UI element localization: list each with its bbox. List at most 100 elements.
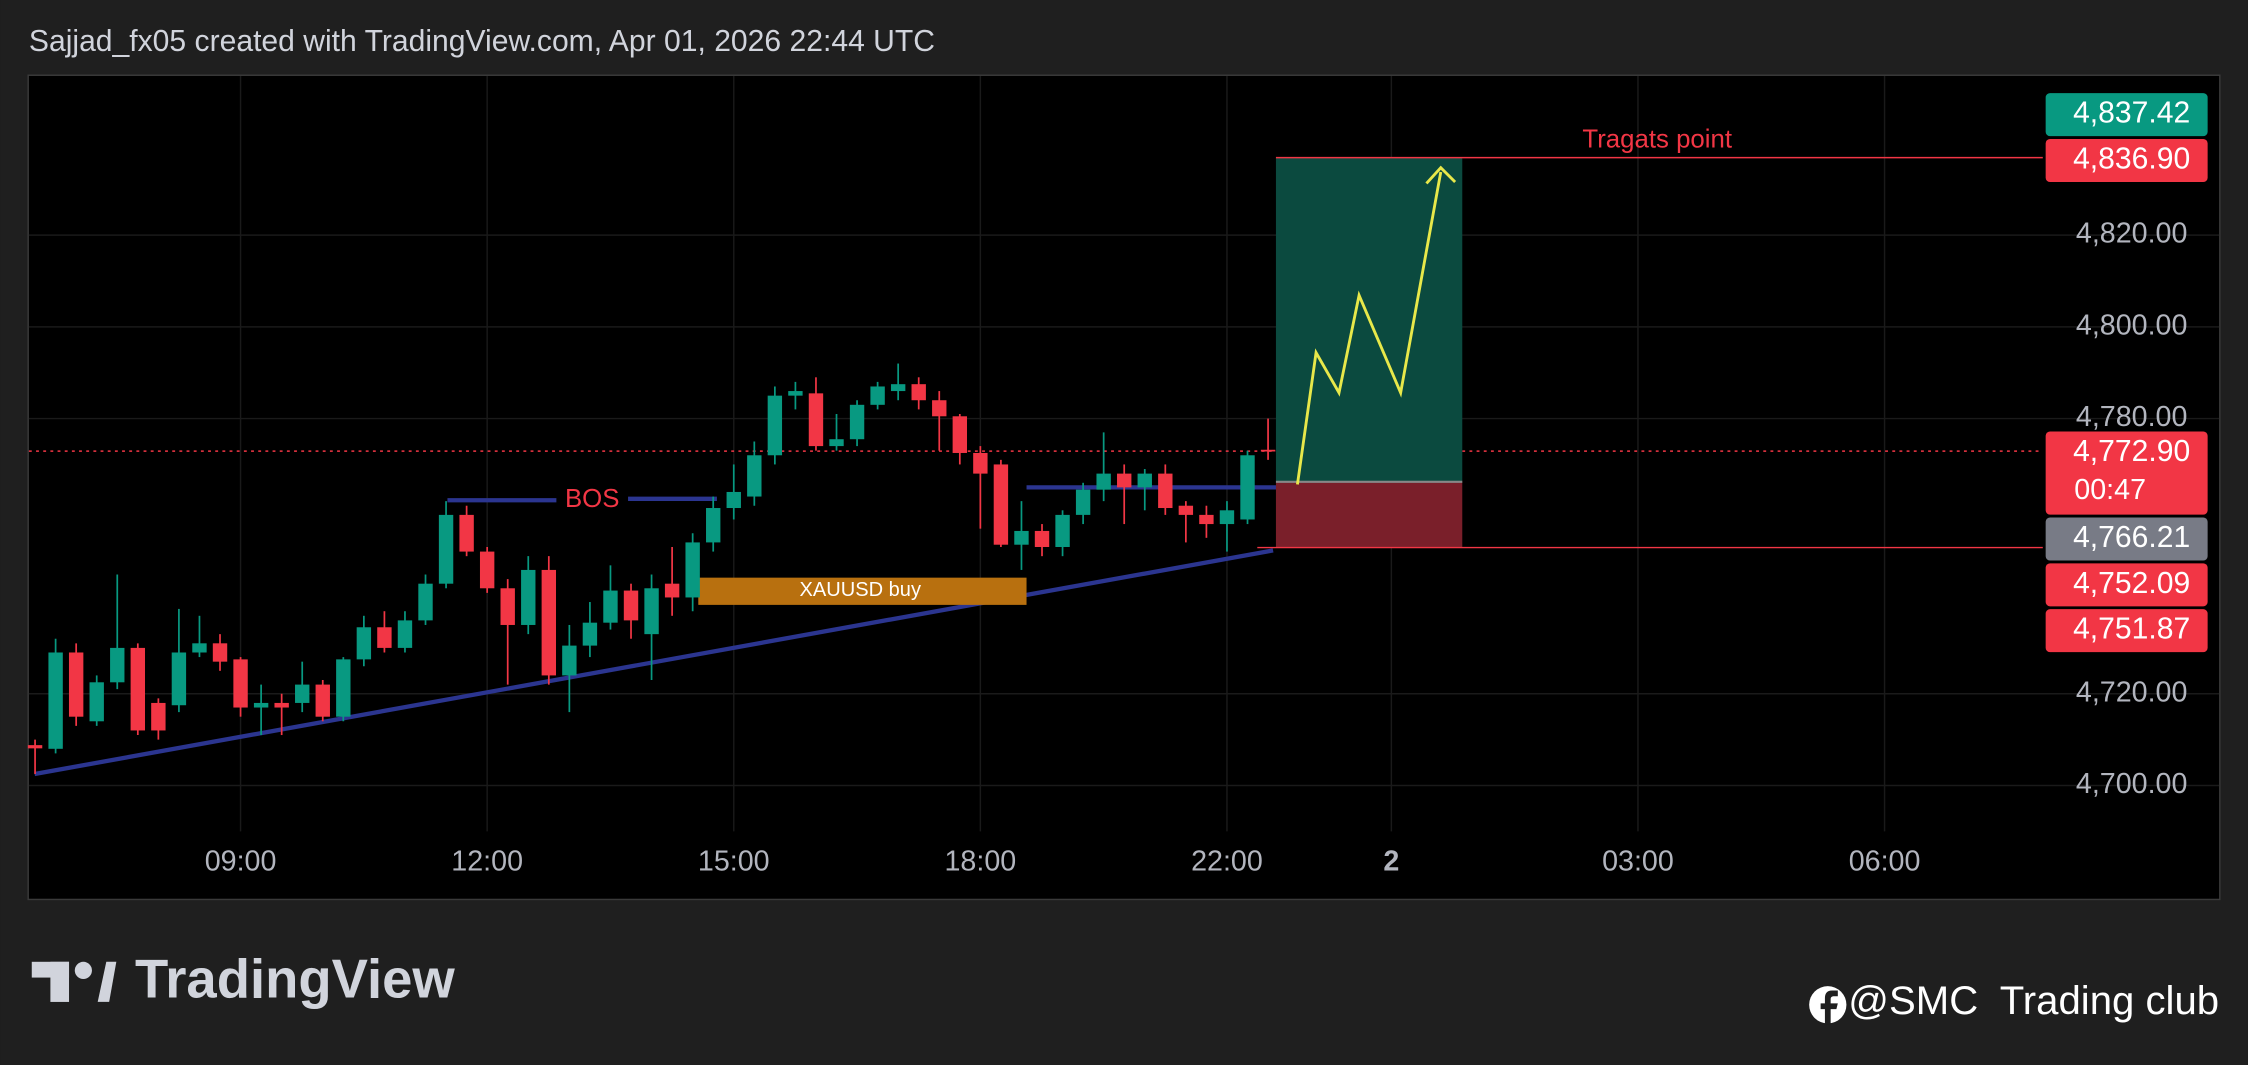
projection — [1296, 165, 1457, 485]
price-label: 4,766.21 — [2073, 521, 2190, 554]
candles — [27, 363, 1276, 775]
price-label-box — [2045, 517, 2208, 561]
projection-path — [1296, 171, 1443, 485]
candle-body — [1219, 510, 1235, 525]
buy-zone — [698, 577, 1027, 605]
candle-body — [356, 627, 372, 660]
candle-body — [685, 542, 700, 598]
candle-body — [253, 702, 269, 708]
logo-part — [50, 961, 70, 1002]
candle-body — [1260, 449, 1276, 452]
x-tick-label: 03:00 — [1602, 845, 1674, 877]
candle-body — [890, 384, 906, 392]
candle-body — [644, 588, 659, 635]
social-icon-glyph — [1820, 990, 1838, 1025]
y-tick-label: 4,720.00 — [2076, 676, 2188, 708]
candle-body — [418, 583, 433, 621]
trend-line — [34, 548, 1274, 777]
bos-label: BOS — [565, 485, 619, 513]
candle-body — [27, 745, 43, 749]
candle-body — [130, 647, 146, 731]
candle-body — [993, 464, 1009, 545]
candle-body — [1014, 530, 1029, 545]
candle-body — [952, 416, 968, 453]
candle-body — [1240, 455, 1255, 520]
x-tick-label: 09:00 — [205, 845, 277, 877]
credit: @SMC Trading club — [1848, 978, 2219, 1023]
x-tick-label: 18:00 — [945, 845, 1017, 877]
candle-body — [110, 647, 125, 683]
price-label-box — [2045, 431, 2208, 515]
candle-body — [68, 652, 84, 717]
projection-arrowhead — [1425, 165, 1457, 185]
candle-body — [1096, 473, 1111, 490]
loss-zone — [1275, 481, 1463, 548]
candle-body — [1034, 530, 1050, 547]
header: Sajjad_fx05 created with TradingView.com… — [29, 25, 935, 58]
candle-body — [664, 583, 680, 598]
buy-zone-label: XAUUSD buy — [800, 579, 921, 601]
x-tick-label: 12:00 — [451, 845, 523, 877]
logo-part — [97, 961, 117, 1002]
price-label-box — [2045, 609, 2208, 653]
target-label: Tragats point — [1582, 125, 1732, 153]
price-label-box — [2045, 93, 2208, 137]
x-tick-label: 06:00 — [1849, 845, 1921, 877]
candle-body — [973, 452, 988, 474]
footer: TradingView @SMC Trading club — [31, 949, 2219, 1025]
price-label-box — [2045, 139, 2208, 183]
candle-body — [1075, 489, 1091, 515]
candle-body — [295, 684, 310, 703]
candle-body — [808, 393, 824, 447]
candle-body — [582, 622, 598, 646]
candle-body — [151, 702, 166, 731]
countdown: 00:47 — [2074, 474, 2146, 506]
x-tick-label: 2 — [1383, 845, 1399, 877]
candle-body — [212, 643, 228, 662]
candle-body — [192, 643, 207, 653]
candle-body — [1055, 514, 1070, 547]
candle-body — [89, 682, 104, 722]
brand: TradingView — [135, 949, 455, 1010]
candle-body — [870, 386, 885, 405]
x-tick-label: 22:00 — [1191, 845, 1263, 877]
logo-part — [74, 961, 92, 979]
candle-body — [521, 569, 536, 625]
candle-body — [562, 645, 577, 676]
candle-body — [500, 588, 515, 625]
candle-body — [726, 491, 741, 509]
position — [1257, 156, 2043, 549]
candle-body — [336, 659, 351, 717]
candle-body — [377, 627, 392, 648]
candle-body — [459, 514, 474, 552]
price-label: 4,837.42 — [2073, 97, 2190, 130]
price-label-box — [2045, 563, 2208, 607]
candle-body — [1199, 514, 1214, 525]
candle-body — [1137, 473, 1152, 488]
candle-body — [767, 395, 783, 456]
candle-body — [603, 590, 618, 623]
candle-body — [541, 569, 557, 676]
candle-body — [911, 384, 926, 401]
candle-body — [932, 400, 947, 417]
price-label: 4,752.09 — [2073, 567, 2190, 600]
candle-body — [397, 620, 413, 648]
candle-body — [479, 551, 495, 589]
candle-body — [233, 659, 248, 708]
price-label: 4,751.87 — [2073, 613, 2190, 646]
candle-body — [849, 404, 865, 440]
candle-body — [1178, 505, 1194, 515]
logo — [31, 961, 117, 1002]
y-tick-label: 4,700.00 — [2076, 768, 2188, 800]
y-tick-label: 4,800.00 — [2076, 309, 2188, 341]
candle-body — [623, 590, 639, 621]
candle-body — [1117, 473, 1132, 488]
price-label: 4,772.90 — [2073, 435, 2190, 468]
axes: 4,700.00 4,720.00 4,780.00 4,800.00 4,820.00… — [205, 93, 2208, 877]
y-tick-label: 4,820.00 — [2076, 218, 2188, 250]
x-tick-label: 15:00 — [698, 845, 770, 877]
candle-body — [829, 439, 844, 447]
candle-body — [171, 652, 187, 706]
candle-body — [747, 455, 762, 497]
